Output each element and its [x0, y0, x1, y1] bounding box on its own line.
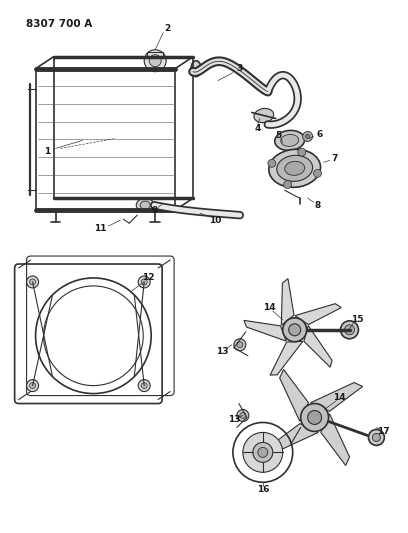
Text: 3: 3: [237, 64, 243, 73]
Ellipse shape: [140, 201, 150, 209]
Circle shape: [341, 321, 359, 339]
Circle shape: [373, 433, 380, 441]
Text: 16: 16: [257, 484, 269, 494]
Text: 1: 1: [44, 147, 51, 156]
Circle shape: [138, 379, 150, 392]
Polygon shape: [281, 279, 294, 325]
Text: 5: 5: [276, 131, 282, 140]
Circle shape: [283, 318, 307, 342]
Circle shape: [138, 276, 150, 288]
Circle shape: [30, 383, 35, 389]
Bar: [35, 69, 175, 210]
Ellipse shape: [277, 155, 313, 181]
Text: 9: 9: [152, 206, 158, 215]
Polygon shape: [279, 369, 308, 421]
Polygon shape: [295, 304, 341, 325]
Polygon shape: [270, 341, 303, 375]
Ellipse shape: [136, 198, 154, 212]
Text: 14: 14: [264, 303, 276, 312]
Circle shape: [258, 447, 268, 457]
Circle shape: [289, 324, 301, 336]
Text: 13: 13: [216, 347, 228, 356]
Polygon shape: [244, 320, 286, 341]
Ellipse shape: [285, 161, 305, 175]
Circle shape: [141, 279, 147, 285]
Polygon shape: [311, 383, 363, 411]
Polygon shape: [304, 326, 332, 367]
Circle shape: [308, 410, 322, 424]
Circle shape: [30, 279, 35, 285]
Circle shape: [237, 342, 243, 348]
Text: 8: 8: [315, 201, 321, 209]
Circle shape: [27, 276, 39, 288]
Circle shape: [27, 379, 39, 392]
Circle shape: [314, 169, 322, 177]
Circle shape: [243, 432, 283, 472]
Text: 11: 11: [94, 224, 106, 232]
Circle shape: [306, 134, 310, 139]
Circle shape: [253, 442, 273, 462]
Circle shape: [234, 339, 246, 351]
Circle shape: [368, 430, 384, 446]
Circle shape: [141, 383, 147, 389]
Text: 4: 4: [255, 124, 261, 133]
Ellipse shape: [254, 108, 274, 123]
Circle shape: [298, 148, 306, 156]
Circle shape: [303, 132, 313, 141]
Circle shape: [344, 325, 355, 335]
Text: 8307 700 A: 8307 700 A: [26, 19, 92, 29]
Text: 14: 14: [333, 393, 346, 402]
Circle shape: [240, 413, 246, 418]
Circle shape: [237, 409, 249, 422]
Ellipse shape: [275, 131, 305, 150]
Ellipse shape: [269, 149, 321, 187]
Text: 7: 7: [331, 154, 338, 163]
Text: 13: 13: [228, 415, 240, 424]
Text: 12: 12: [142, 273, 155, 282]
Circle shape: [284, 181, 292, 189]
Circle shape: [149, 55, 161, 67]
Text: 2: 2: [164, 25, 170, 33]
Text: 10: 10: [209, 216, 221, 224]
Text: 15: 15: [351, 316, 364, 324]
Circle shape: [144, 50, 166, 71]
Polygon shape: [321, 414, 350, 465]
Circle shape: [268, 159, 276, 167]
Polygon shape: [266, 424, 318, 453]
Text: 17: 17: [377, 427, 390, 436]
Ellipse shape: [191, 61, 201, 77]
Circle shape: [301, 403, 328, 431]
Text: 6: 6: [317, 130, 323, 139]
Ellipse shape: [281, 134, 299, 147]
